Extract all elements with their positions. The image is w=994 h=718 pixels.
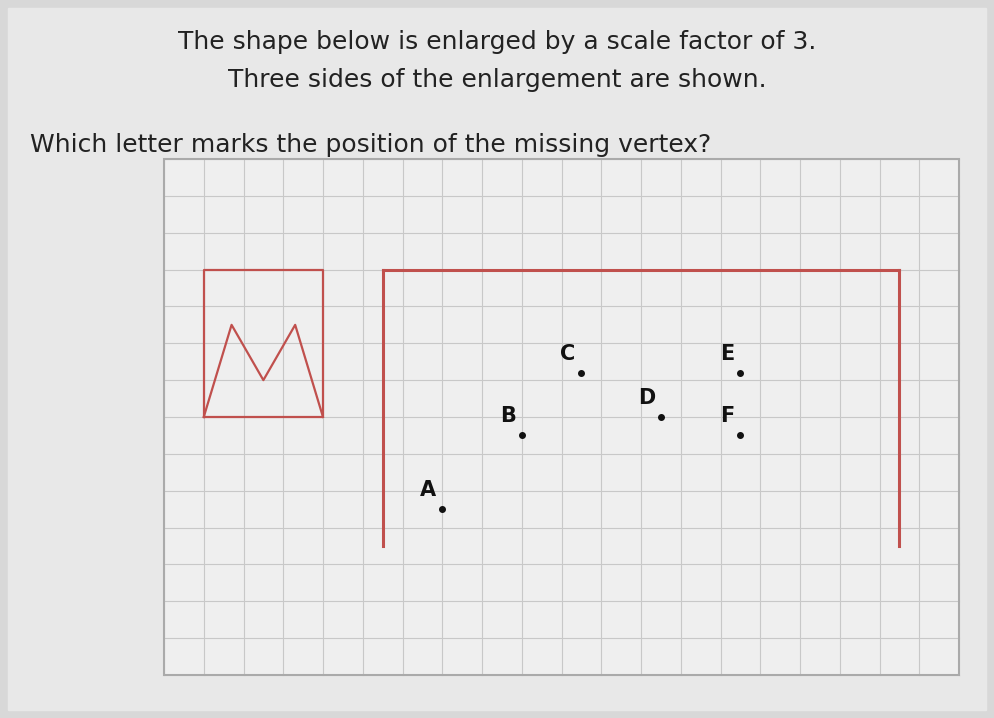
Text: D: D [637,388,655,408]
Text: C: C [561,344,576,364]
Text: A: A [420,480,436,500]
Text: The shape below is enlarged by a scale factor of 3.: The shape below is enlarged by a scale f… [178,30,816,54]
Bar [164,159,959,675]
Text: F: F [720,406,735,426]
Text: Three sides of the enlargement are shown.: Three sides of the enlargement are shown… [228,68,766,92]
Text: Which letter marks the position of the missing vertex?: Which letter marks the position of the m… [30,133,712,157]
Text: E: E [720,344,735,364]
Text: B: B [500,406,516,426]
Bar [164,159,959,675]
